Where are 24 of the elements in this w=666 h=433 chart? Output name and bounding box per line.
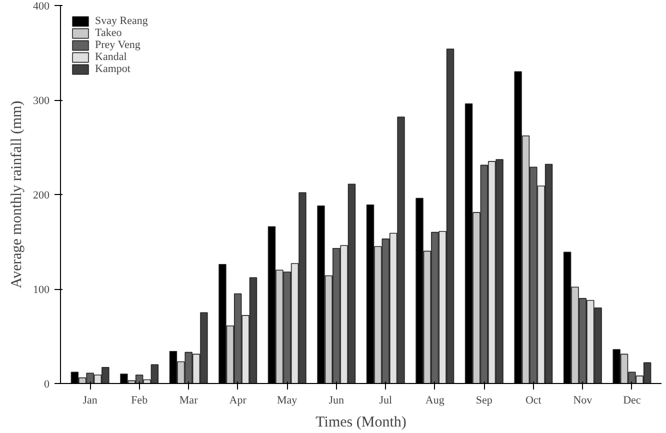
x-tick-label: Oct (525, 394, 542, 406)
x-tick-label: Aug (425, 394, 445, 406)
y-tick-label: 200 (33, 190, 50, 202)
x-tick-label: Nov (573, 394, 593, 406)
x-tick-label: Jun (328, 394, 345, 406)
x-tick-label: Jan (82, 394, 98, 406)
legend-label: Svay Reang (95, 15, 148, 27)
y-axis-title: Average monthly rainfall (mm) (9, 100, 25, 288)
x-tick-label: May (277, 394, 298, 406)
x-tick-label: Jul (379, 394, 392, 406)
y-tick-label: 400 (33, 0, 50, 12)
y-tick-label: 300 (33, 95, 50, 107)
x-tick-label: Dec (623, 394, 641, 406)
legend-label: Kampot (95, 63, 130, 75)
legend-label: Takeo (95, 27, 122, 39)
x-tick-label: Apr (229, 394, 247, 406)
x-tick-label: Mar (179, 394, 198, 406)
x-tick-label: Feb (131, 394, 148, 406)
y-tick-label: 100 (33, 284, 50, 296)
x-tick-label: Sep (476, 394, 493, 406)
y-tick-label: 0 (44, 378, 50, 390)
legend-label: Prey Veng (95, 39, 140, 51)
x-axis-title: Times (Month) (316, 414, 406, 430)
legend-label: Kandal (95, 51, 127, 63)
